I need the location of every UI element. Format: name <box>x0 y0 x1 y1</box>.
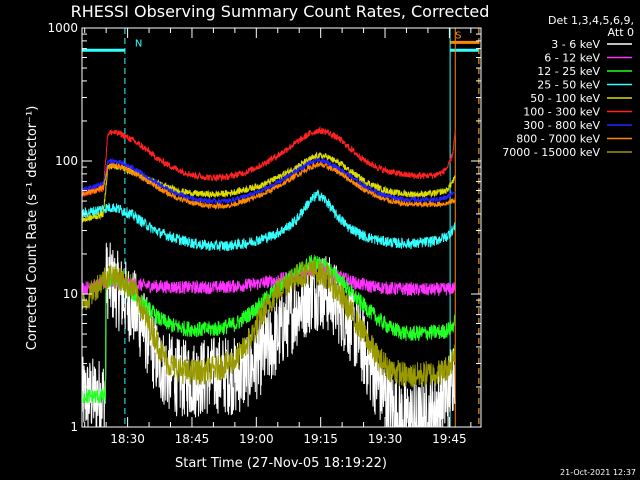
timestamp: 21-Oct-2021 12:37 <box>560 468 636 477</box>
x-tick-label: 18:45 <box>175 432 210 446</box>
y-axis: 1 10 100 1000 <box>47 21 481 434</box>
y-tick-label: 100 <box>55 154 78 168</box>
series-line <box>82 160 456 211</box>
x-tick-label: 18:30 <box>110 432 145 446</box>
legend-label: 300 - 800 keV <box>523 119 600 132</box>
series-line <box>82 125 456 197</box>
legend-label: 7000 - 15000 keV <box>502 146 600 159</box>
y-tick-label: 1000 <box>47 21 78 35</box>
legend-label: 800 - 7000 keV <box>516 133 600 146</box>
flag-label: N <box>135 38 142 49</box>
legend-label: 3 - 6 keV <box>551 38 600 51</box>
series-line <box>82 258 456 388</box>
series-line <box>82 242 456 427</box>
x-tick-label: 19:00 <box>239 432 274 446</box>
legend-label: 100 - 300 keV <box>523 106 600 119</box>
x-axis: 18:30 18:45 19:00 19:15 19:30 19:45 <box>84 28 472 446</box>
x-tick-label: 19:15 <box>303 432 338 446</box>
series-group <box>82 125 456 427</box>
y-tick-label: 10 <box>63 287 78 301</box>
legend-label: 50 - 100 keV <box>530 92 600 105</box>
y-axis-label: Corrected Count Rate (s⁻¹ detector⁻¹) <box>25 106 40 351</box>
legend-label: 12 - 25 keV <box>537 65 600 78</box>
y-tick-label: 1 <box>70 420 78 434</box>
chart-title: RHESSI Observing Summary Count Rates, Co… <box>71 2 490 21</box>
x-tick-label: 19:30 <box>368 432 403 446</box>
legend-label: 6 - 12 keV <box>544 52 600 65</box>
legend-label: 25 - 50 keV <box>537 79 600 92</box>
series-line <box>82 260 456 297</box>
x-axis-label: Start Time (27-Nov-05 18:19:22) <box>175 456 387 471</box>
plot-frame <box>81 27 482 428</box>
flag-label: S <box>455 30 461 41</box>
x-tick-label: 19:45 <box>432 432 467 446</box>
series-line <box>82 189 456 252</box>
legend-header: Det 1,3,4,5,6,9, <box>548 14 634 27</box>
legend-header: Att 0 <box>608 26 634 39</box>
